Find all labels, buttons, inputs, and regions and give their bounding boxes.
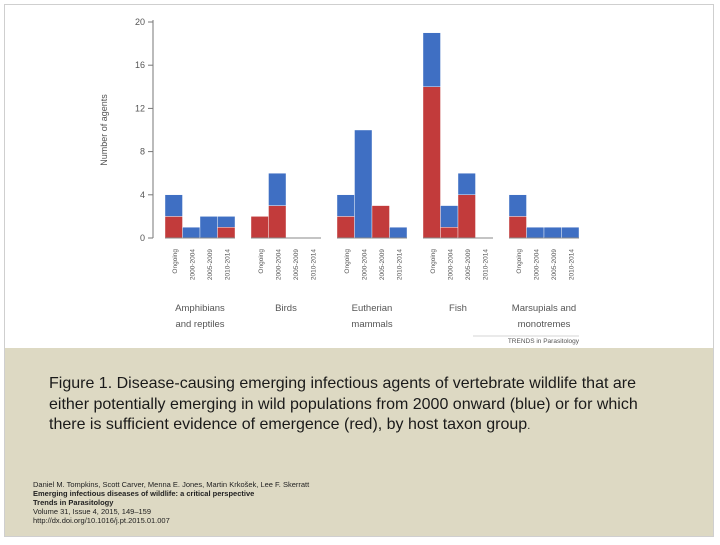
bar-segment-blue <box>508 194 527 217</box>
bar-segment-red <box>217 226 236 239</box>
bar-segment-blue <box>182 226 201 239</box>
chart-area: 0 4 8 12 16 20 Number of agents Ongoing 2000-200… <box>5 5 713 348</box>
group-label: Birds <box>275 303 297 314</box>
x-category-label: Ongoing <box>258 249 265 274</box>
group-label: and reptiles <box>175 319 224 330</box>
bar-segment-red <box>371 205 390 239</box>
group-label: Amphibians <box>175 303 225 314</box>
bar-segment-blue <box>199 216 218 239</box>
bar-segment-red <box>457 194 476 239</box>
bar-segment-blue <box>561 226 580 239</box>
bar-segment-blue <box>354 129 373 239</box>
citation-authors: Daniel M. Tompkins, Scott Carver, Menna … <box>33 480 310 489</box>
x-category-label: 2005-2009 <box>465 249 472 280</box>
bar-segment-blue <box>389 226 408 239</box>
source-label: TRENDS in Parasitology <box>508 338 580 345</box>
figure-caption: Figure 1. Disease-causing emerging infec… <box>49 374 669 437</box>
bar-segment-blue <box>440 205 459 228</box>
citation-journal: Trends in Parasitology <box>33 498 114 507</box>
y-tick-label: 4 <box>140 190 145 200</box>
group-label: mammals <box>351 319 392 330</box>
bar-segment-red <box>164 216 183 239</box>
x-category-label: Ongoing <box>172 249 179 274</box>
group-label: Marsupials and <box>512 303 576 314</box>
citation-title: Emerging infectious diseases of wildlife… <box>33 489 255 498</box>
bar-segment-blue <box>217 216 236 228</box>
x-category-label: 2010-2014 <box>568 249 575 280</box>
y-tick-label: 0 <box>140 233 145 243</box>
bar-segment-blue <box>422 32 441 87</box>
x-category-label: 2000-2004 <box>189 249 196 280</box>
x-category-label: 2000-2004 <box>533 249 540 280</box>
citation-doi: http://dx.doi.org/10.1016/j.pt.2015.01.0… <box>33 516 170 525</box>
x-category-label: 2000-2004 <box>275 249 282 280</box>
bar-segment-red <box>440 226 459 239</box>
x-category-label: Ongoing <box>344 249 351 274</box>
bar-segment-red <box>422 86 441 239</box>
group-label: Fish <box>449 303 467 314</box>
x-category-label: 2005-2009 <box>293 249 300 280</box>
bar-segment-blue <box>543 226 562 239</box>
bar-segment-blue <box>164 194 183 217</box>
x-category-label: 2010-2014 <box>310 249 317 280</box>
citation: Daniel M. Tompkins, Scott Carver, Menna … <box>33 480 673 525</box>
bar-segment-blue <box>336 194 355 217</box>
y-tick-label: 8 <box>140 147 145 157</box>
bar-segment-red <box>508 216 527 239</box>
x-category-label: 2005-2009 <box>207 249 214 280</box>
y-axis-title: Number of agents <box>99 94 109 166</box>
x-category-label: 2000-2004 <box>447 249 454 280</box>
bar-segment-red <box>268 205 287 239</box>
y-tick-label: 12 <box>135 103 145 113</box>
slide-frame <box>4 4 714 537</box>
x-category-label: 2010-2014 <box>224 249 231 280</box>
x-category-label: Ongoing <box>430 249 437 274</box>
y-tick-label: 20 <box>135 17 145 27</box>
x-category-label: Ongoing <box>516 249 523 274</box>
bar-segment-red <box>336 216 355 239</box>
x-category-label: 2000-2004 <box>361 249 368 280</box>
x-category-label: 2005-2009 <box>551 249 558 280</box>
bar-segment-blue <box>268 172 287 206</box>
y-tick-label: 16 <box>135 60 145 70</box>
citation-volume: Volume 31, Issue 4, 2015, 149–159 <box>33 507 152 516</box>
bar-segment-blue <box>457 172 476 195</box>
group-label: Eutherian <box>352 303 393 314</box>
x-category-label: 2010-2014 <box>482 249 489 280</box>
bar-segment-blue <box>526 226 545 239</box>
caption-period: . <box>527 420 531 432</box>
bar-segment-red <box>250 216 269 239</box>
stacked-bar-chart: 0 4 8 12 16 20 Number of agents Ongoing 2000-200… <box>99 17 580 345</box>
group-label: monotremes <box>518 319 571 330</box>
caption-box: Figure 1. Disease-causing emerging infec… <box>5 348 713 536</box>
x-category-label: 2005-2009 <box>379 249 386 280</box>
caption-text: Figure 1. Disease-causing emerging infec… <box>49 375 638 433</box>
x-category-label: 2010-2014 <box>396 249 403 280</box>
